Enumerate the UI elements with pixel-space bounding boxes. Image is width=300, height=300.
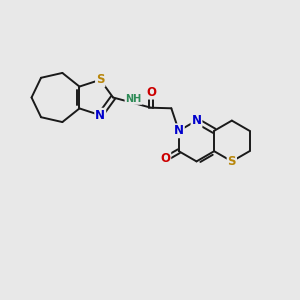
Text: S: S [96,73,104,86]
Text: O: O [160,152,170,166]
Text: N: N [191,114,202,127]
Text: NH: NH [125,94,142,104]
Text: O: O [146,85,156,99]
Text: N: N [174,124,184,137]
Text: S: S [228,155,236,168]
Text: N: N [95,109,105,122]
